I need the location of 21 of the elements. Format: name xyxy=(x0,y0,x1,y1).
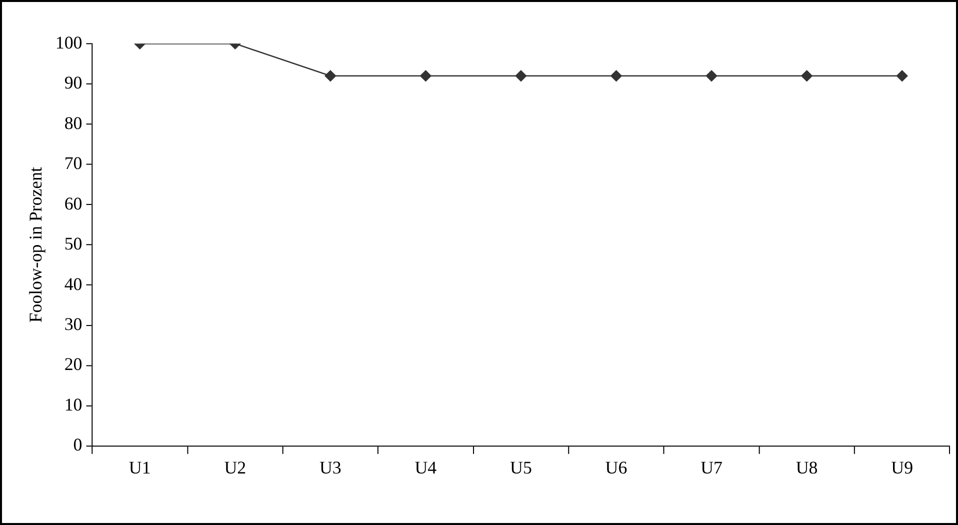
y-tick-label: 40 xyxy=(64,274,82,294)
y-axis-title: Foolow-op in Prozent xyxy=(25,166,46,323)
y-tick-label: 80 xyxy=(64,112,82,133)
y-tick-label: 60 xyxy=(64,193,82,214)
y-tick-label: 100 xyxy=(55,32,82,52)
x-tick-label: U3 xyxy=(319,457,342,478)
x-tick-label: U2 xyxy=(224,457,246,478)
y-tick-label: 70 xyxy=(64,153,82,174)
x-tick-label: U6 xyxy=(605,457,628,478)
x-tick-label: U9 xyxy=(891,457,914,478)
y-tick-label: 20 xyxy=(64,354,82,374)
x-tick-label: U7 xyxy=(700,457,723,478)
y-tick-label: 0 xyxy=(73,434,82,455)
x-tick-label: U8 xyxy=(796,457,818,478)
y-tick-label: 10 xyxy=(64,394,82,414)
y-tick-label: 90 xyxy=(64,72,82,93)
x-tick-label: U4 xyxy=(414,457,437,478)
x-tick-label: U1 xyxy=(128,457,151,478)
x-tick-label: U5 xyxy=(510,457,532,478)
y-tick-label: 30 xyxy=(64,314,82,334)
y-tick-label: 50 xyxy=(64,234,82,254)
